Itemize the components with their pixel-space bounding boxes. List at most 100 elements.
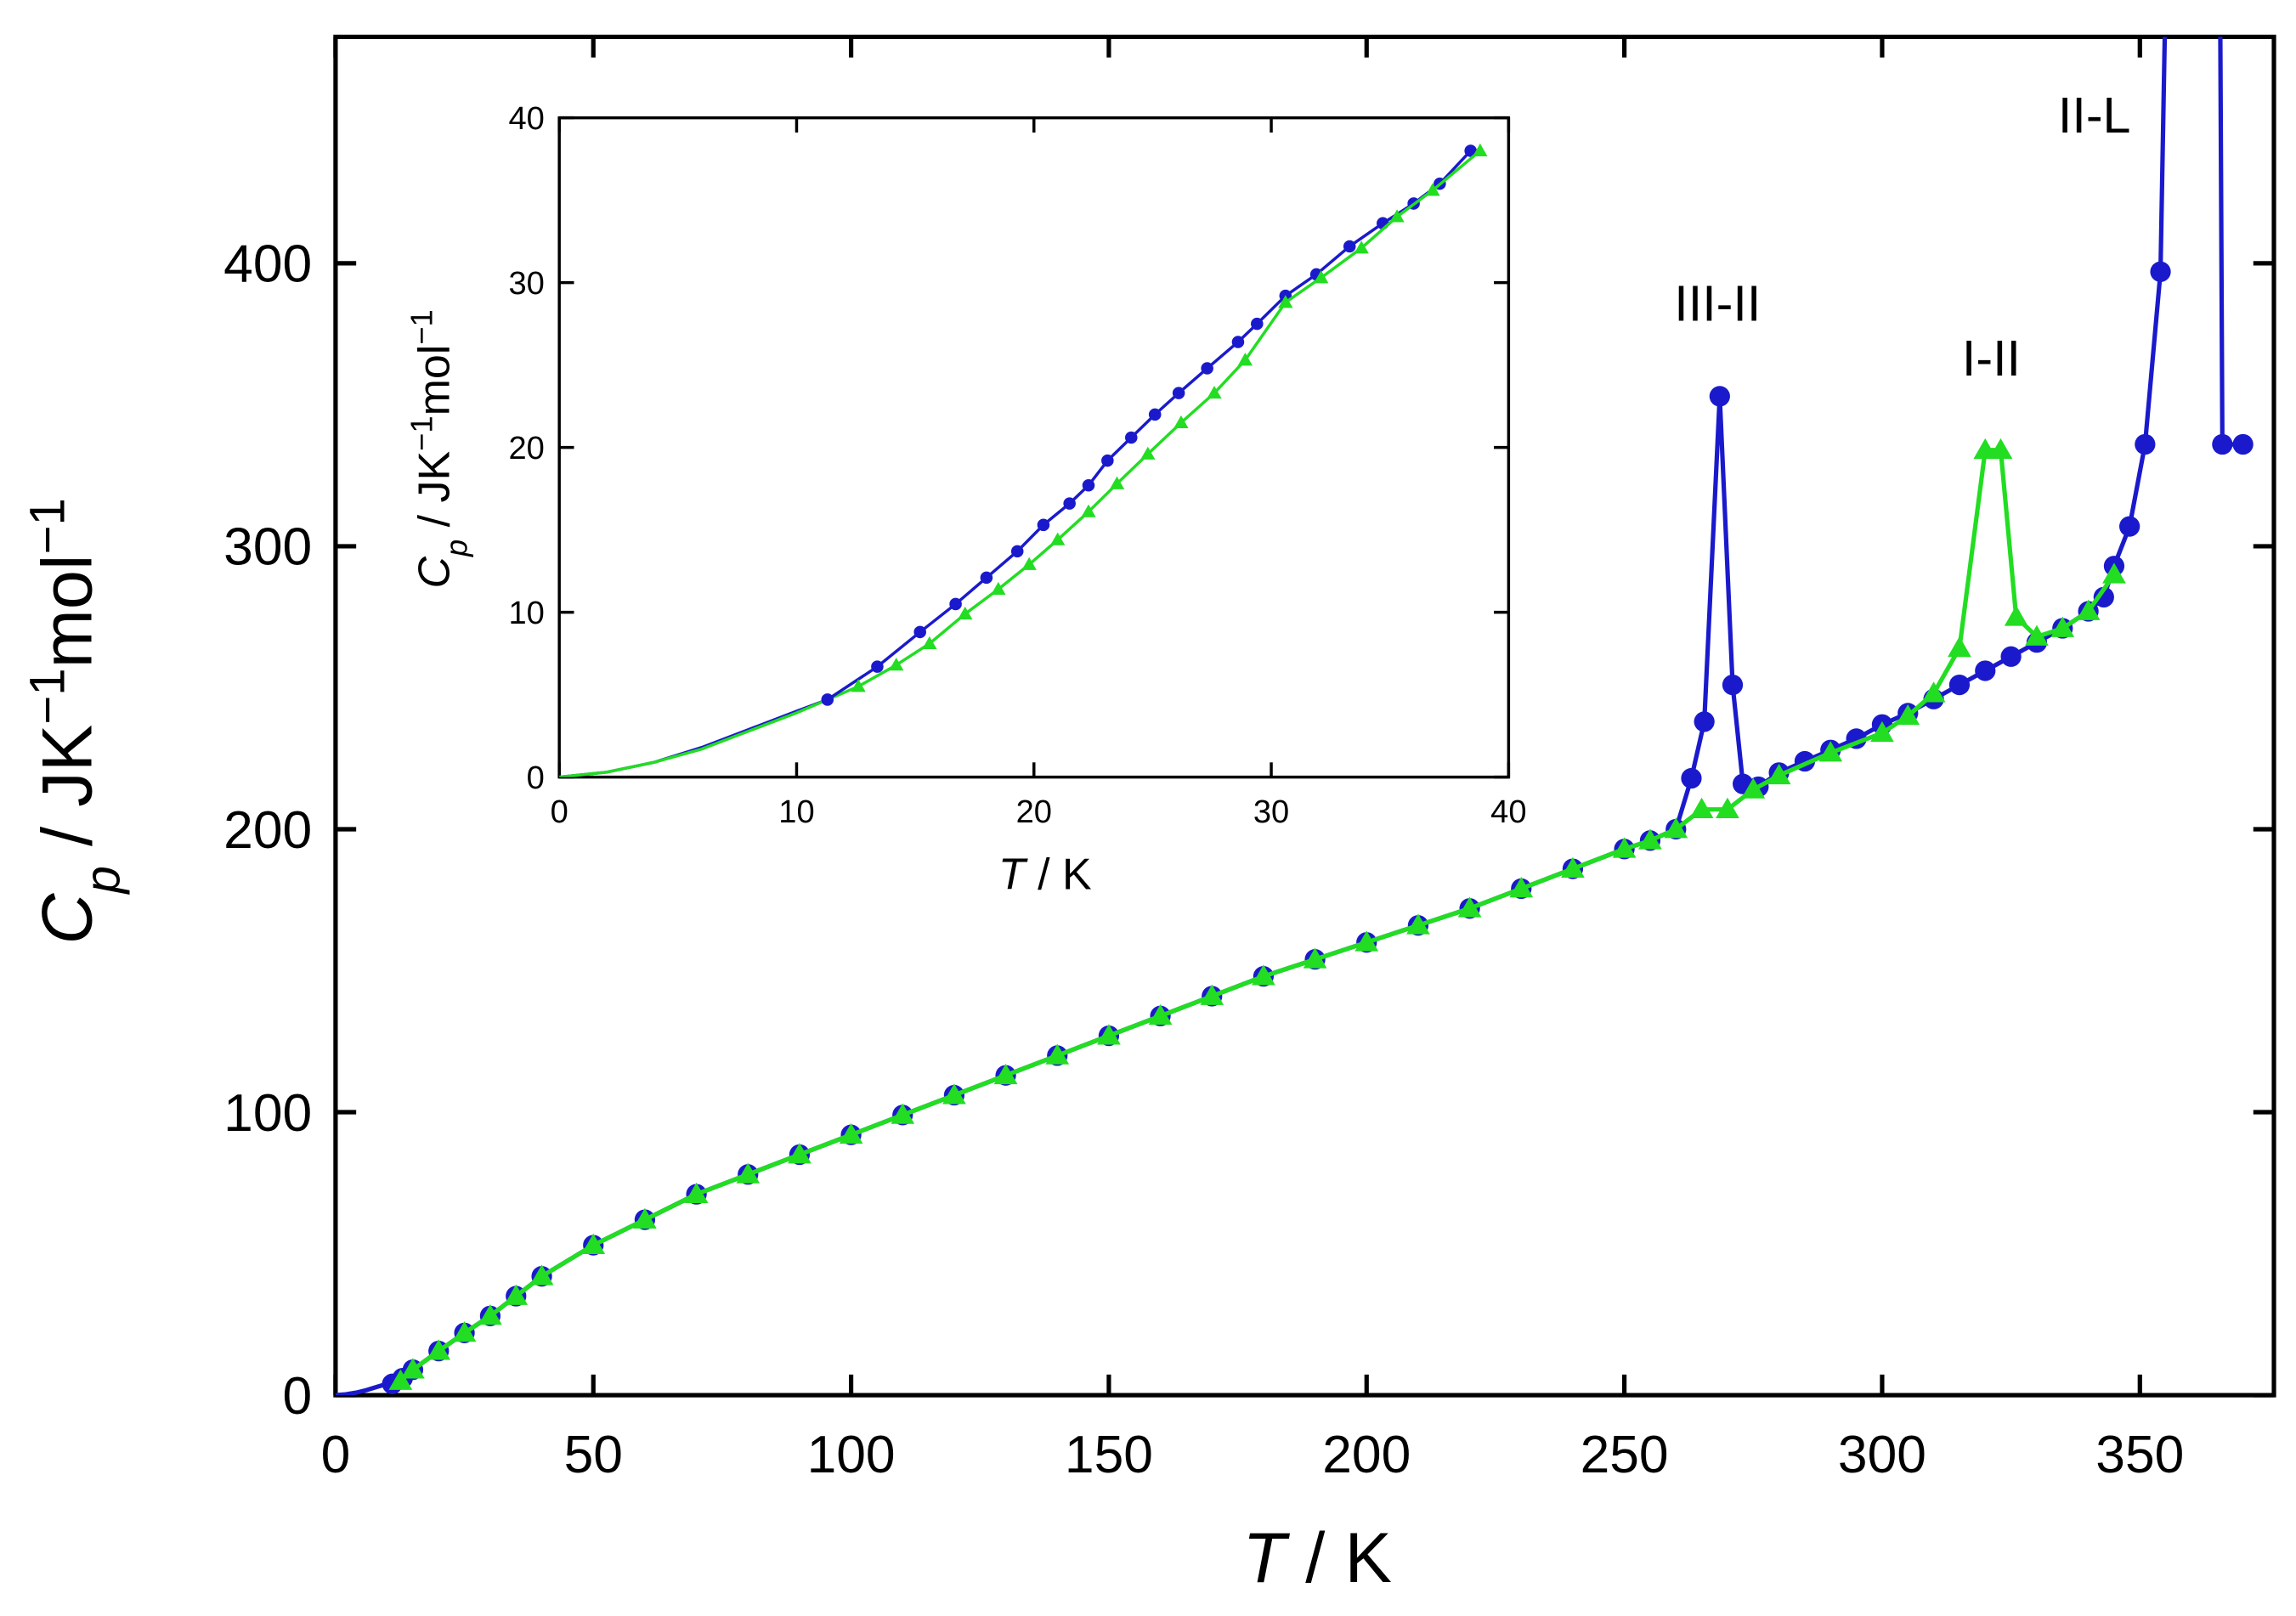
marker	[452, 1320, 477, 1342]
marker	[1140, 446, 1156, 460]
y-tick-label: 100	[223, 1084, 312, 1143]
y-axis-label-part: / JK	[410, 451, 459, 540]
marker	[427, 1339, 451, 1360]
x-axis-label: T / K	[998, 850, 1092, 899]
marker	[1081, 504, 1096, 517]
marker	[2119, 516, 2140, 537]
marker	[891, 1103, 915, 1124]
data-area	[559, 143, 1488, 777]
x-axis-label-part: / K	[1026, 850, 1092, 899]
data-area	[335, 37, 2254, 1396]
marker	[1037, 518, 1050, 532]
marker	[2025, 624, 2049, 646]
marker	[1252, 964, 1275, 986]
marker	[1689, 797, 1714, 819]
x-tick-label: 350	[2095, 1426, 2184, 1484]
y-tick-label: 300	[223, 518, 312, 577]
marker	[1406, 913, 1430, 935]
marker	[942, 1083, 966, 1105]
annotation: II-L	[2058, 87, 2131, 144]
y-axis-label-part: −1	[404, 415, 438, 450]
marker	[504, 1284, 529, 1305]
x-tick-label: 0	[551, 794, 568, 830]
y-tick-label: 10	[508, 596, 544, 631]
marker	[1457, 896, 1482, 918]
y-tick-label: 0	[527, 760, 545, 796]
marker	[1975, 660, 1996, 681]
marker	[2093, 586, 2114, 607]
marker	[1561, 856, 1585, 878]
marker	[1464, 144, 1477, 157]
marker	[581, 1233, 606, 1254]
marker	[913, 625, 926, 639]
marker	[1173, 415, 1189, 429]
marker	[871, 660, 884, 673]
annotation: I-II	[1962, 330, 2021, 387]
marker	[1172, 387, 1185, 399]
marker	[991, 581, 1006, 595]
marker	[1021, 557, 1037, 570]
marker	[1767, 763, 1791, 785]
marker	[1207, 385, 1222, 399]
x-tick-label: 50	[564, 1426, 623, 1484]
x-tick-label: 10	[778, 794, 814, 830]
y-axis-label-part: p	[75, 866, 130, 895]
x-tick-label: 40	[1490, 794, 1526, 830]
marker	[1109, 476, 1125, 489]
marker	[949, 597, 962, 611]
marker	[1694, 711, 1715, 732]
marker	[1638, 828, 1662, 850]
marker	[1722, 674, 1744, 696]
marker	[788, 1143, 812, 1164]
x-tick-label: 300	[1838, 1426, 1926, 1484]
plot-frame	[333, 34, 2276, 1398]
marker	[851, 679, 866, 692]
series-line	[559, 685, 859, 777]
marker	[1063, 497, 1076, 510]
marker	[2000, 646, 2022, 667]
marker	[1314, 270, 1329, 284]
x-tick-label: 150	[1065, 1426, 1153, 1484]
y-axis-label-part: −1	[404, 309, 438, 344]
marker	[1148, 408, 1162, 421]
y-tick-label: 40	[508, 101, 544, 137]
y-axis-label-part: −1	[20, 668, 75, 724]
marker	[736, 1162, 761, 1184]
marker	[2135, 433, 2156, 455]
marker	[478, 1303, 502, 1325]
marker	[1870, 720, 1894, 743]
x-tick-label: 100	[807, 1426, 896, 1484]
y-tick-label: 0	[283, 1367, 313, 1426]
marker	[1716, 797, 1739, 819]
marker	[1612, 837, 1637, 858]
marker	[1045, 1043, 1070, 1065]
marker	[1818, 741, 1843, 762]
marker	[922, 636, 937, 649]
y-axis-label: Cp / JK−1mol−1	[404, 309, 473, 588]
x-axis-label-part: / K	[1286, 1518, 1392, 1597]
marker	[1741, 777, 1766, 799]
inset-background	[559, 117, 1509, 777]
marker	[1664, 817, 1688, 839]
y-tick-label: 20	[508, 431, 544, 466]
marker	[1201, 362, 1213, 375]
marker	[1148, 1003, 1173, 1026]
marker	[980, 571, 993, 585]
marker	[1343, 240, 1356, 253]
marker	[1425, 183, 1440, 196]
marker	[2212, 433, 2233, 455]
marker	[821, 693, 834, 706]
y-tick-label: 400	[223, 235, 312, 294]
marker	[2102, 562, 2126, 584]
x-axis-label-part: T	[1242, 1518, 1290, 1597]
marker	[958, 606, 973, 620]
marker	[1251, 317, 1264, 331]
marker	[1681, 767, 1702, 789]
marker	[1125, 431, 1138, 444]
marker	[1354, 240, 1369, 254]
marker	[1509, 877, 1534, 898]
marker	[839, 1122, 863, 1144]
